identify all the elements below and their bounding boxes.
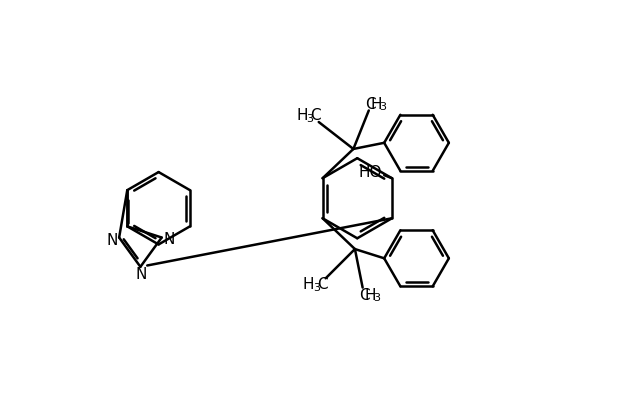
Text: H: H	[365, 288, 376, 303]
Text: N: N	[136, 267, 147, 282]
Text: N: N	[106, 233, 118, 248]
Text: HO: HO	[358, 165, 382, 180]
Text: C: C	[310, 108, 321, 123]
Text: 3: 3	[313, 283, 320, 293]
Text: H: H	[303, 277, 314, 292]
Text: C: C	[317, 277, 328, 292]
Text: 3: 3	[373, 293, 380, 303]
Text: H: H	[296, 108, 308, 123]
Text: 3: 3	[306, 114, 313, 124]
Text: 3: 3	[379, 102, 386, 113]
Text: N: N	[163, 232, 175, 247]
Text: H: H	[371, 97, 382, 112]
Text: C: C	[365, 97, 376, 112]
Text: C: C	[359, 288, 369, 303]
